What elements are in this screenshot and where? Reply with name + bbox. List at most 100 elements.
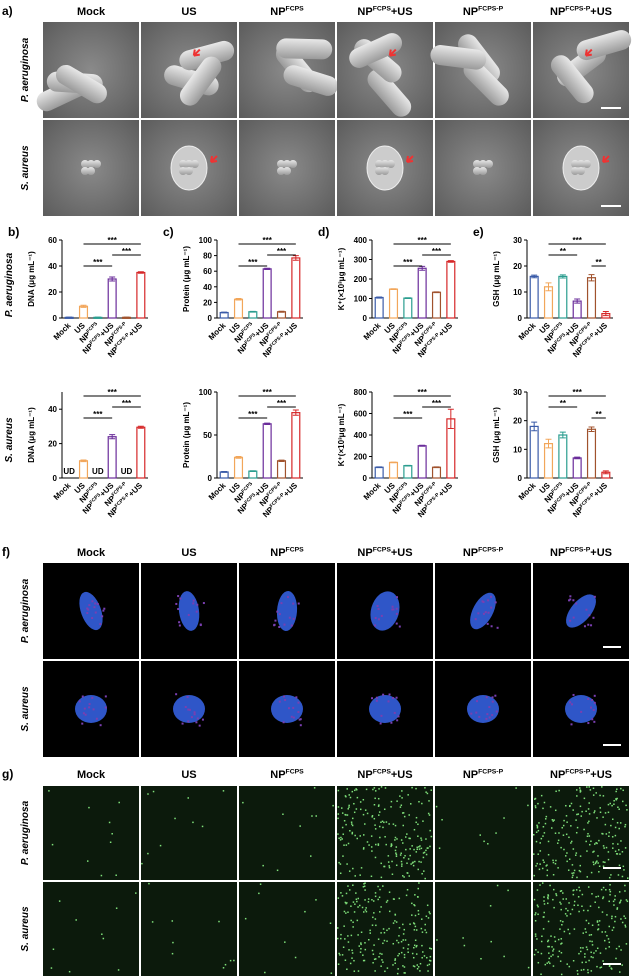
- dot: [597, 928, 600, 930]
- dot: [565, 815, 568, 817]
- dot: [544, 818, 547, 820]
- dot: [543, 861, 545, 864]
- significance-label: ***: [122, 399, 132, 408]
- dot: [604, 861, 606, 864]
- dot: [384, 787, 387, 789]
- arrow: [210, 155, 218, 163]
- dot: [570, 842, 572, 844]
- panel-label: g): [2, 767, 13, 781]
- dot: [348, 870, 351, 872]
- dot: [536, 889, 539, 891]
- dot: [607, 803, 610, 806]
- dot: [369, 929, 371, 932]
- dot: [409, 854, 411, 857]
- bar: [529, 425, 539, 479]
- error-bar: [376, 466, 383, 469]
- dot: [380, 906, 382, 908]
- dot: [415, 816, 418, 819]
- dot: [400, 940, 403, 943]
- dot: [383, 931, 386, 934]
- pixel: [588, 614, 591, 617]
- dot: [350, 821, 353, 823]
- dot: [548, 952, 550, 954]
- dot: [573, 869, 576, 872]
- dot: [259, 883, 262, 885]
- dot: [344, 813, 346, 816]
- dot: [386, 899, 389, 902]
- bar: [388, 288, 399, 319]
- cell: [271, 695, 303, 723]
- dot: [387, 855, 390, 857]
- label: Mock: [207, 321, 228, 342]
- dot: [536, 824, 538, 827]
- dot: [171, 952, 174, 955]
- dot: [371, 949, 374, 952]
- error-bar: [80, 304, 87, 308]
- dot: [337, 897, 340, 899]
- pixel: [179, 597, 182, 600]
- dot: [304, 910, 306, 913]
- pixel: [496, 626, 499, 629]
- row-label: S. aureus: [20, 145, 31, 190]
- dot: [567, 909, 569, 912]
- dot: [598, 920, 601, 922]
- pixel: [375, 696, 378, 699]
- y-tick-label: 100: [199, 388, 213, 397]
- dot: [534, 912, 537, 914]
- dot: [421, 802, 423, 805]
- dot: [599, 966, 601, 969]
- dot: [559, 928, 561, 930]
- label-part: +US: [590, 769, 612, 781]
- dot: [337, 817, 339, 820]
- dot: [554, 862, 557, 865]
- dot: [550, 955, 552, 958]
- dot: [559, 890, 562, 893]
- dot: [534, 920, 537, 922]
- pixel: [569, 619, 572, 622]
- dot: [596, 921, 599, 923]
- dot: [539, 863, 541, 865]
- dot: [284, 941, 286, 943]
- dot: [344, 901, 347, 904]
- dot: [409, 923, 411, 925]
- dot: [404, 939, 407, 941]
- dot: [352, 926, 354, 928]
- dot: [258, 892, 260, 895]
- dot: [568, 858, 571, 860]
- pixel: [572, 693, 575, 696]
- dot: [557, 938, 560, 941]
- dot: [382, 826, 384, 829]
- dot: [394, 920, 396, 922]
- y-tick-label: 10: [513, 445, 522, 454]
- dot: [50, 967, 53, 969]
- dot: [602, 795, 605, 797]
- dot: [417, 966, 420, 968]
- dot: [602, 865, 605, 867]
- dot: [147, 793, 149, 795]
- cell: [276, 591, 298, 631]
- dot: [355, 788, 357, 790]
- dot: [244, 917, 247, 920]
- dot: [596, 965, 598, 968]
- label: NPFCPS: [270, 769, 304, 781]
- dot: [350, 823, 353, 825]
- dot: [578, 910, 580, 913]
- pixel: [288, 616, 291, 619]
- significance-label: ***: [572, 388, 582, 397]
- cell: [367, 69, 412, 117]
- dot: [339, 872, 342, 875]
- dot: [595, 896, 597, 898]
- dot: [560, 908, 562, 911]
- pixel: [278, 625, 281, 628]
- dot: [415, 851, 418, 853]
- pixel: [587, 697, 590, 700]
- dot: [614, 915, 617, 918]
- dot: [576, 789, 578, 791]
- bar: [291, 412, 301, 479]
- dot: [101, 933, 103, 935]
- pixel: [371, 697, 374, 700]
- dot: [414, 914, 417, 917]
- bar: [431, 466, 442, 479]
- dot: [339, 863, 342, 865]
- error-bar: [404, 464, 411, 467]
